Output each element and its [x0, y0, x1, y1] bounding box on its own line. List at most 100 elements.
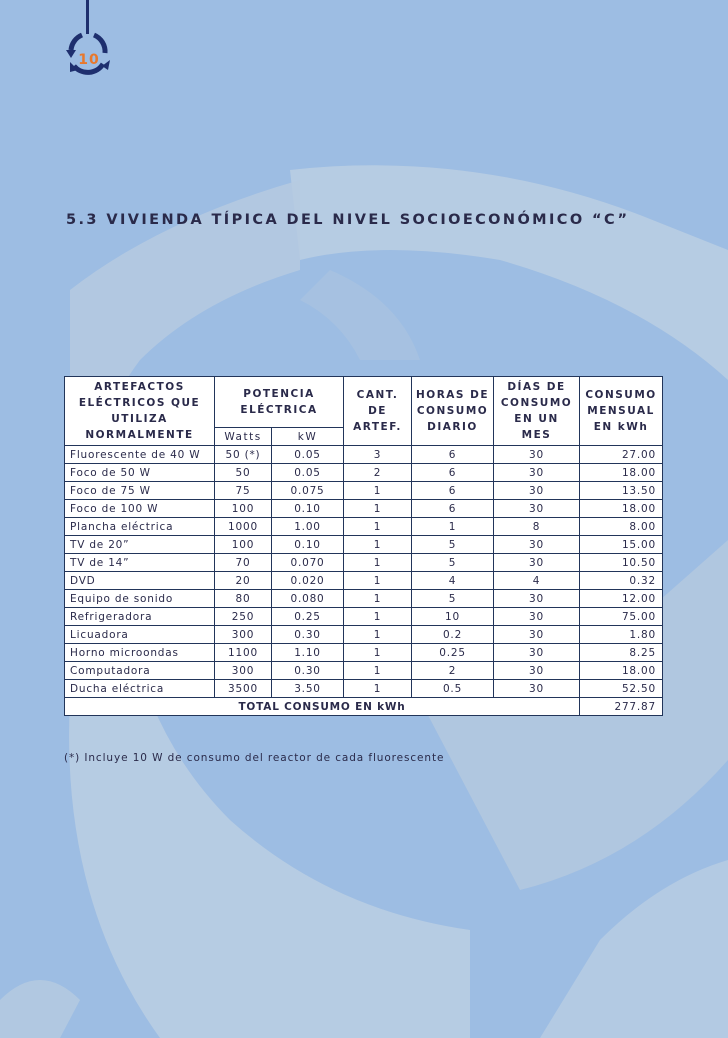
table-row: Refrigeradora 250 0.25 1 10 30 75.00 [64, 607, 664, 626]
cell-consumption: 15.00 [579, 535, 664, 554]
cell-watts: 75 [214, 481, 272, 500]
table-row: Licuadora 300 0.30 1 0.2 30 1.80 [64, 625, 664, 644]
cell-watts: 20 [214, 571, 272, 590]
cell-days: 30 [493, 445, 581, 464]
cell-quantity: 1 [343, 661, 413, 680]
cell-consumption: 18.00 [579, 499, 664, 518]
cell-appliance: Plancha eléctrica [64, 517, 215, 536]
cell-appliance: Foco de 75 W [64, 481, 215, 500]
cell-watts: 80 [214, 589, 272, 608]
cell-consumption: 0.32 [579, 571, 664, 590]
cell-days: 30 [493, 679, 581, 698]
total-label: TOTAL CONSUMO EN kWh [63, 697, 581, 716]
table-row: Ducha eléctrica 3500 3.50 1 0.5 30 52.50 [64, 679, 664, 698]
cell-kw: 0.05 [270, 445, 345, 464]
cell-days: 30 [493, 625, 581, 644]
cell-appliance: Foco de 50 W [64, 463, 215, 482]
cell-hours: 5 [411, 589, 495, 608]
cell-days: 30 [493, 589, 581, 608]
cell-quantity: 1 [343, 553, 413, 572]
cell-kw: 0.10 [270, 499, 345, 518]
cell-appliance: Licuadora [64, 625, 215, 644]
cell-appliance: Ducha eléctrica [64, 679, 215, 698]
cell-watts: 50 [214, 463, 272, 482]
cell-kw: 0.25 [270, 607, 345, 626]
cell-quantity: 1 [343, 481, 413, 500]
cell-quantity: 1 [343, 643, 413, 662]
cell-consumption: 18.00 [579, 463, 664, 482]
table-row: TV de 20” 100 0.10 1 5 30 15.00 [64, 535, 664, 554]
cell-consumption: 52.50 [579, 679, 664, 698]
cell-appliance: Equipo de sonido [64, 589, 215, 608]
header-potencia: POTENCIA ELÉCTRICA [213, 376, 345, 428]
cell-appliance: Refrigeradora [64, 607, 215, 626]
cell-hours: 0.5 [411, 679, 495, 698]
cell-consumption: 10.50 [579, 553, 664, 572]
table-row: Foco de 50 W 50 0.05 2 6 30 18.00 [64, 463, 664, 482]
cell-days: 8 [493, 517, 581, 536]
header-cantidad: CANT. DE ARTEF. [343, 376, 413, 446]
cell-kw: 1.00 [270, 517, 345, 536]
table-row: Fluorescente de 40 W 50 (*) 0.05 3 6 30 27.00 [64, 445, 664, 464]
cell-hours: 4 [411, 571, 495, 590]
header-kw: kW [270, 427, 345, 446]
cell-watts: 3500 [214, 679, 272, 698]
cell-kw: 0.05 [270, 463, 345, 482]
cell-appliance: TV de 20” [64, 535, 215, 554]
page-number: 10 [78, 52, 100, 68]
page-badge-icon [66, 0, 110, 75]
table-row: Foco de 75 W 75 0.075 1 6 30 13.50 [64, 481, 664, 500]
cell-days: 30 [493, 463, 581, 482]
cell-watts: 300 [214, 625, 272, 644]
cell-days: 30 [493, 607, 581, 626]
cell-quantity: 1 [343, 499, 413, 518]
cell-watts: 100 [214, 535, 272, 554]
header-consumo: CONSUMO MENSUAL EN kWh [579, 376, 664, 446]
cell-hours: 2 [411, 661, 495, 680]
total-value: 277.87 [579, 697, 664, 716]
cell-days: 30 [493, 553, 581, 572]
cell-watts: 50 (*) [214, 445, 272, 464]
cell-watts: 1100 [214, 643, 272, 662]
cell-watts: 250 [214, 607, 272, 626]
cell-appliance: Fluorescente de 40 W [64, 445, 215, 464]
section-title: 5.3 VIVIENDA TÍPICA DEL NIVEL SOCIOECONÓ… [66, 212, 630, 228]
cell-days: 30 [493, 661, 581, 680]
cell-quantity: 1 [343, 571, 413, 590]
table-row: Equipo de sonido 80 0.080 1 5 30 12.00 [64, 589, 664, 608]
cell-hours: 1 [411, 517, 495, 536]
cell-watts: 100 [214, 499, 272, 518]
consumption-table-container: ARTEFACTOS ELÉCTRICOS QUE UTILIZA NORMAL… [63, 376, 664, 716]
cell-hours: 6 [411, 445, 495, 464]
cell-appliance: Horno microondas [64, 643, 215, 662]
cell-days: 30 [493, 481, 581, 500]
cell-consumption: 27.00 [579, 445, 664, 464]
table-row: Foco de 100 W 100 0.10 1 6 30 18.00 [64, 499, 664, 518]
cell-quantity: 1 [343, 679, 413, 698]
cell-quantity: 1 [343, 607, 413, 626]
header-artefactos: ARTEFACTOS ELÉCTRICOS QUE UTILIZA NORMAL… [64, 376, 215, 446]
footnote: (*) Incluye 10 W de consumo del reactor … [64, 752, 445, 764]
cell-appliance: Foco de 100 W [64, 499, 215, 518]
cell-days: 30 [493, 499, 581, 518]
cell-hours: 10 [411, 607, 495, 626]
cell-consumption: 8.00 [579, 517, 664, 536]
cell-kw: 0.30 [270, 625, 345, 644]
cell-appliance: Computadora [64, 661, 215, 680]
cell-hours: 0.25 [411, 643, 495, 662]
cell-consumption: 13.50 [579, 481, 664, 500]
cell-quantity: 1 [343, 517, 413, 536]
table-body: Fluorescente de 40 W 50 (*) 0.05 3 6 30 27.00 F… [64, 445, 664, 698]
cell-kw: 1.10 [270, 643, 345, 662]
cell-days: 30 [493, 643, 581, 662]
table-row: Plancha eléctrica 1000 1.00 1 1 8 8.00 [64, 517, 664, 536]
cell-consumption: 8.25 [579, 643, 664, 662]
header-watts: Watts [214, 427, 272, 446]
cell-kw: 0.30 [270, 661, 345, 680]
cell-kw: 0.10 [270, 535, 345, 554]
cell-kw: 0.080 [270, 589, 345, 608]
cell-days: 30 [493, 535, 581, 554]
cell-hours: 6 [411, 481, 495, 500]
cell-appliance: TV de 14” [64, 553, 215, 572]
cell-watts: 70 [214, 553, 272, 572]
